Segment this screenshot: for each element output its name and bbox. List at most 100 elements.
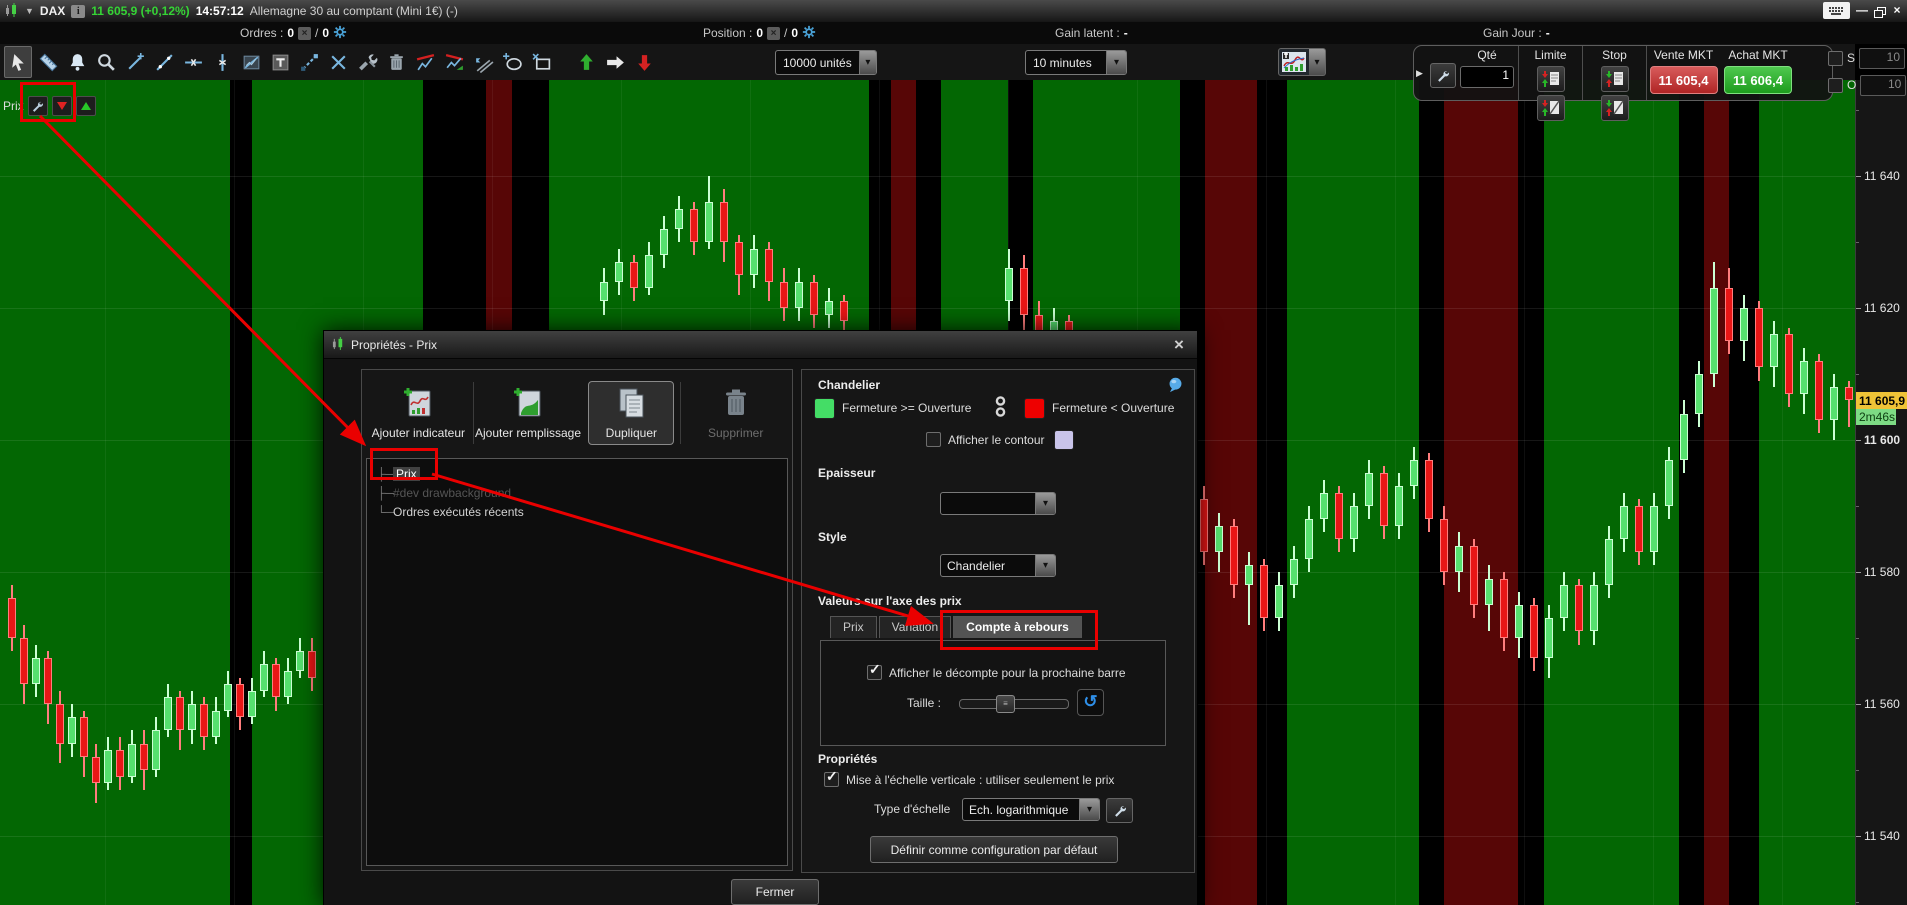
restore-button[interactable] [1874, 6, 1886, 18]
down-color-swatch[interactable] [1024, 398, 1045, 419]
chart-type-icon[interactable] [1278, 48, 1310, 76]
zoom-tool[interactable] [93, 47, 119, 77]
duplicate-button[interactable]: Dupliquer [588, 381, 675, 445]
orders-gear-icon[interactable] [333, 25, 347, 42]
stop-modify-order-button[interactable] [1600, 95, 1629, 121]
candlestick-icon [5, 2, 19, 21]
candle-up [675, 209, 683, 229]
chevron-down-icon[interactable] [1035, 555, 1055, 576]
dialog-close-icon[interactable]: × [1174, 334, 1184, 354]
tab-compte-rebours[interactable]: Compte à rebours [953, 616, 1082, 638]
stop-sell-order-button[interactable] [1600, 66, 1629, 92]
qty-input[interactable]: 1 [1460, 66, 1514, 88]
up-arrow-action[interactable] [573, 47, 599, 77]
info-icon[interactable]: i [71, 4, 86, 18]
right-arrow-action[interactable] [602, 47, 628, 77]
series-settings-wrench-icon[interactable] [27, 96, 48, 116]
buy-market-button[interactable]: 11 606,4 [1724, 66, 1792, 94]
candle-up [1710, 288, 1718, 374]
axis-tick [1856, 308, 1861, 309]
timeframe-select[interactable]: 10 minutes [1025, 50, 1127, 75]
chart-type-caret[interactable] [1309, 48, 1326, 76]
minimize-button[interactable]: — [1856, 3, 1868, 17]
symbol-dropdown-caret[interactable]: ▼ [25, 6, 34, 16]
last-price: 11 605,9 (+0,12%) [91, 4, 190, 18]
vertical-scale-label: Mise à l'échelle verticale : utiliser se… [846, 773, 1115, 787]
cross-tool[interactable] [325, 47, 351, 77]
scale-type-select[interactable]: Ech. logarithmique [962, 798, 1100, 821]
s-input[interactable]: 10 [1859, 47, 1906, 69]
set-default-config-button[interactable]: Définir comme configuration par défaut [870, 836, 1118, 863]
down-arrow-action[interactable] [631, 47, 657, 77]
dialog-title-bar[interactable]: Propriétés - Prix × [324, 331, 1197, 359]
vline-tool[interactable] [209, 47, 235, 77]
zigzag-down-tool[interactable] [441, 47, 467, 77]
contour-checkbox[interactable] [926, 432, 941, 447]
alert-tool[interactable] [64, 47, 90, 77]
link-colors-icon[interactable] [994, 395, 1007, 422]
current-price-tag: 11 605,9 [1856, 392, 1907, 409]
help-bubble-icon[interactable] [1167, 376, 1184, 396]
chevron-down-icon[interactable] [858, 51, 876, 74]
limit-sell-order-button[interactable] [1536, 66, 1565, 92]
text-tool[interactable] [267, 47, 293, 77]
dialog-close-button[interactable]: Fermer [731, 879, 819, 905]
chevron-down-icon[interactable] [1035, 493, 1055, 514]
candle-down [1755, 308, 1763, 367]
zigzag-up-tool[interactable] [412, 47, 438, 77]
vertical-scale-checkbox[interactable] [824, 768, 839, 787]
chevron-down-icon[interactable] [1106, 51, 1126, 74]
axis-tick [1856, 176, 1861, 177]
tab-variation[interactable]: Variation [878, 616, 952, 638]
reset-icon[interactable]: ↺ [1077, 689, 1104, 716]
settings-tool[interactable] [354, 47, 380, 77]
style-select[interactable]: Chandelier [940, 554, 1056, 577]
tree-item[interactable]: └─ Ordres exécutés récents [367, 502, 787, 521]
chart-pattern-tool[interactable] [238, 47, 264, 77]
add-fill-button[interactable]: Ajouter remplissage [472, 382, 583, 444]
orders-close-icon[interactable]: × [298, 26, 312, 40]
limit-modify-order-button[interactable] [1536, 95, 1565, 121]
sigma-channel-tool[interactable] [470, 47, 496, 77]
slider-thumb[interactable]: ≡ [996, 695, 1015, 713]
sell-market-button[interactable]: 11 605,4 [1649, 66, 1718, 94]
candle-down [8, 598, 16, 638]
trendline-tool[interactable] [151, 47, 177, 77]
ellipse-tool[interactable] [499, 47, 525, 77]
add-indicator-button[interactable]: Ajouter indicateur [364, 382, 473, 444]
tree-item[interactable]: ├─ Prix [367, 464, 787, 483]
o-input[interactable]: 10 [1860, 74, 1907, 96]
position-gear-icon[interactable] [802, 25, 816, 42]
buy-arrow-icon[interactable] [75, 96, 96, 116]
price-axis[interactable]: 11 640 11 620 11 600 11 580 11 560 11 540 11 … [1855, 80, 1907, 905]
units-select[interactable]: 10000 unités [775, 50, 877, 75]
panel-collapse-icon[interactable]: ▶ [1416, 68, 1423, 78]
candle-up [164, 697, 172, 730]
sell-arrow-icon[interactable] [51, 96, 72, 116]
segment-tool[interactable] [122, 47, 148, 77]
delete-tool[interactable] [383, 47, 409, 77]
thickness-select[interactable] [940, 492, 1056, 515]
scale-settings-wrench-icon[interactable] [1106, 798, 1133, 823]
candle-down [1425, 460, 1433, 519]
o-checkbox[interactable] [1828, 77, 1843, 93]
s-checkbox[interactable] [1828, 50, 1843, 66]
close-button[interactable]: × [1893, 3, 1901, 17]
chevron-down-icon[interactable] [1079, 799, 1099, 820]
contour-color-swatch[interactable] [1054, 430, 1074, 450]
rectangle-tool[interactable] [528, 47, 554, 77]
tree-item[interactable]: ├─ #dev drawbackground [367, 483, 787, 502]
hline-tool[interactable] [180, 47, 206, 77]
show-countdown-checkbox[interactable] [867, 661, 882, 680]
arrow-tool[interactable] [296, 47, 322, 77]
keyboard-icon[interactable] [1823, 2, 1850, 19]
order-settings-wrench-icon[interactable] [1430, 63, 1456, 88]
size-slider[interactable]: ≡ [959, 695, 1069, 713]
ruler-tool[interactable] [35, 47, 61, 77]
position-close-icon[interactable]: × [767, 26, 781, 40]
tab-prix[interactable]: Prix [830, 616, 877, 638]
candle-down [1260, 565, 1268, 618]
pointer-tool[interactable] [4, 46, 32, 78]
up-color-swatch[interactable] [814, 398, 835, 419]
